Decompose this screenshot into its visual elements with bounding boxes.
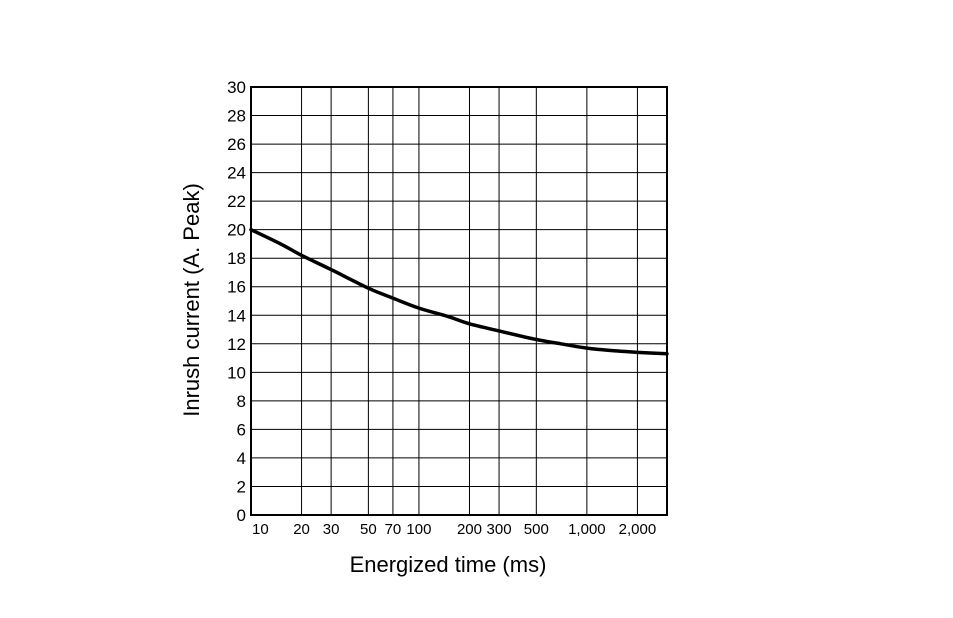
y-tick-label: 28	[227, 107, 246, 126]
y-tick-label: 12	[227, 335, 246, 354]
plot-frame-group	[250, 86, 668, 516]
x-tick-label: 1,000	[568, 521, 606, 538]
y-tick-label: 20	[227, 221, 246, 240]
y-tick-label: 18	[227, 249, 246, 268]
y-tick-label: 0	[237, 506, 246, 525]
inrush-current-curve	[249, 227, 669, 356]
y-tick-label: 30	[227, 78, 246, 97]
y-tick-label: 16	[227, 278, 246, 297]
y-axis-label: Inrush current (A. Peak)	[179, 183, 204, 417]
x-tick-label: 30	[323, 521, 340, 538]
x-axis-label: Energized time (ms)	[350, 552, 547, 577]
x-tick-label: 70	[385, 521, 402, 538]
plot-frame	[250, 86, 668, 516]
y-tick-label: 26	[227, 135, 246, 154]
x-tick-label: 500	[524, 521, 549, 538]
y-tick-label: 2	[237, 477, 246, 496]
y-tick-label: 6	[237, 420, 246, 439]
x-tick-label: 50	[360, 521, 377, 538]
x-tick-label: 200	[457, 521, 482, 538]
y-tick-label: 24	[227, 164, 246, 183]
y-tick-label: 4	[237, 449, 246, 468]
x-tick-label: 300	[487, 521, 512, 538]
y-tick-label: 14	[227, 306, 246, 325]
x-tick-label: 100	[406, 521, 431, 538]
x-tick-label: 10	[252, 521, 269, 538]
y-tick-label: 8	[237, 392, 246, 411]
x-tick-label: 2,000	[619, 521, 657, 538]
y-tick-label: 10	[227, 363, 246, 382]
y-tick-label: 22	[227, 192, 246, 211]
grid	[251, 87, 667, 515]
x-tick-label: 20	[293, 521, 310, 538]
x-tick-labels: 10 20 30 50 70 100 200 300 500 1,000 2,000	[252, 521, 656, 538]
series-group	[249, 227, 669, 356]
